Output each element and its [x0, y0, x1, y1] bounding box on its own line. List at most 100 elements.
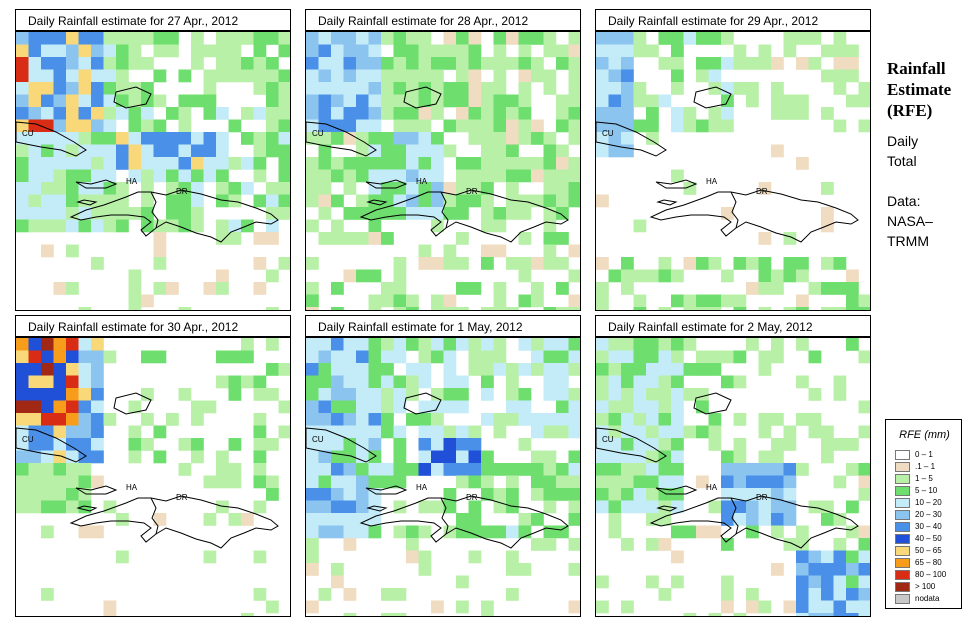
rainfall-cell	[456, 57, 469, 70]
rainfall-cell	[41, 107, 54, 120]
rainfall-cell	[481, 600, 494, 614]
rainfall-cell	[241, 613, 254, 616]
rainfall-cell	[646, 388, 659, 401]
rainfall-cell	[343, 413, 357, 426]
rainfall-cell	[833, 307, 847, 310]
haiti-dr-border	[730, 191, 739, 229]
rainfall-cell	[758, 269, 772, 283]
rainfall-cell	[771, 94, 784, 108]
rainfall-cell	[543, 388, 557, 401]
rainfall-cell	[53, 69, 67, 83]
rainfall-cell	[846, 563, 859, 576]
rainfall-cell	[406, 44, 419, 58]
rainfall-cell	[318, 475, 332, 489]
rainfall-cell	[506, 132, 519, 145]
rainfall-cell	[331, 388, 344, 401]
rainfall-cell	[556, 232, 569, 245]
rainfall-cell	[406, 32, 419, 45]
rainfall-cell	[406, 307, 419, 310]
rainfall-cell	[608, 269, 622, 283]
rainfall-cell	[343, 588, 357, 601]
rainfall-cell	[531, 450, 544, 464]
rainfall-cell	[318, 169, 332, 183]
rainfall-cell	[266, 194, 279, 208]
rainfall-cell	[796, 269, 809, 283]
rainfall-cell	[278, 182, 290, 195]
rainfall-cell	[833, 82, 847, 95]
rainfall-cell	[481, 157, 494, 170]
rainfall-cell	[556, 388, 569, 401]
rainfall-cell	[381, 375, 394, 389]
country-label-haiti: HA	[126, 483, 138, 492]
rainfall-cell	[128, 107, 142, 120]
rainfall-cell	[53, 82, 67, 95]
rainfall-cell	[833, 588, 847, 601]
rainfall-cell	[418, 375, 432, 389]
rainfall-cell	[671, 550, 684, 564]
rainfall-cell	[696, 119, 709, 133]
rainfall-cell	[796, 307, 809, 310]
rainfall-cell	[66, 32, 79, 45]
rainfall-cell	[306, 463, 319, 476]
rainfall-cell	[306, 475, 319, 489]
rainfall-cell	[381, 613, 394, 616]
gonave-island	[365, 179, 408, 189]
rainfall-cell	[153, 169, 167, 183]
rainfall-cell	[278, 32, 290, 45]
rainfall-cell	[621, 438, 634, 451]
rainfall-cell	[66, 182, 79, 195]
rainfall-cell	[368, 169, 382, 183]
rainfall-cell	[443, 450, 457, 464]
rainfall-cell	[16, 363, 29, 376]
rainfall-cell	[683, 388, 697, 401]
rainfall-cell	[646, 413, 659, 426]
rainfall-cell	[633, 350, 647, 364]
rainfall-cell	[493, 144, 507, 158]
rainfall-cell	[78, 388, 92, 401]
rainfall-cell	[343, 463, 357, 476]
rainfall-cell	[153, 119, 167, 133]
inagua-island	[693, 392, 732, 415]
rainfall-cell	[506, 157, 519, 170]
legend-label: 50 – 65	[915, 546, 942, 555]
rainfall-cell	[406, 294, 419, 308]
rainfall-cell	[368, 294, 382, 308]
rainfall-cell	[216, 107, 229, 120]
rainfall-cell	[468, 475, 482, 489]
rainfall-cell	[456, 307, 469, 310]
rainfall-cell	[393, 119, 407, 133]
rainfall-cell	[821, 450, 834, 464]
rainfall-cell	[203, 69, 217, 83]
rainfall-cell	[708, 294, 722, 308]
rainfall-cell	[783, 475, 797, 489]
rainfall-cell	[278, 119, 290, 133]
rainfall-cell	[683, 257, 697, 270]
rainfall-cell	[418, 132, 432, 145]
rainfall-cell	[443, 57, 457, 70]
rainfall-cell	[16, 438, 29, 451]
rainfall-cell	[518, 132, 532, 145]
rainfall-cell	[306, 513, 319, 526]
rainfall-cell	[318, 513, 332, 526]
rainfall-cell	[266, 57, 279, 70]
rainfall-cell	[406, 363, 419, 376]
panel-29-apr: Daily Rainfall estimate for 29 Apr., 201…	[595, 9, 871, 311]
rainfall-cell	[543, 232, 557, 245]
rainfall-cell	[646, 450, 659, 464]
rainfall-cell	[306, 94, 319, 108]
rainfall-cell	[381, 232, 394, 245]
rainfall-cell	[796, 538, 809, 551]
rainfall-cell	[66, 44, 79, 58]
rainfall-cell	[356, 363, 369, 376]
rainfall-cell	[746, 475, 759, 489]
rainfall-cell	[41, 388, 54, 401]
rainfall-cell	[543, 363, 557, 376]
rainfall-cell	[481, 525, 494, 539]
rainfall-cell	[331, 107, 344, 120]
rainfall-cell	[141, 207, 154, 220]
rainfall-cell	[621, 388, 634, 401]
rainfall-cell	[78, 57, 92, 70]
rainfall-cell	[556, 488, 569, 501]
rainfall-cell	[16, 400, 29, 414]
rainfall-cell	[771, 450, 784, 464]
